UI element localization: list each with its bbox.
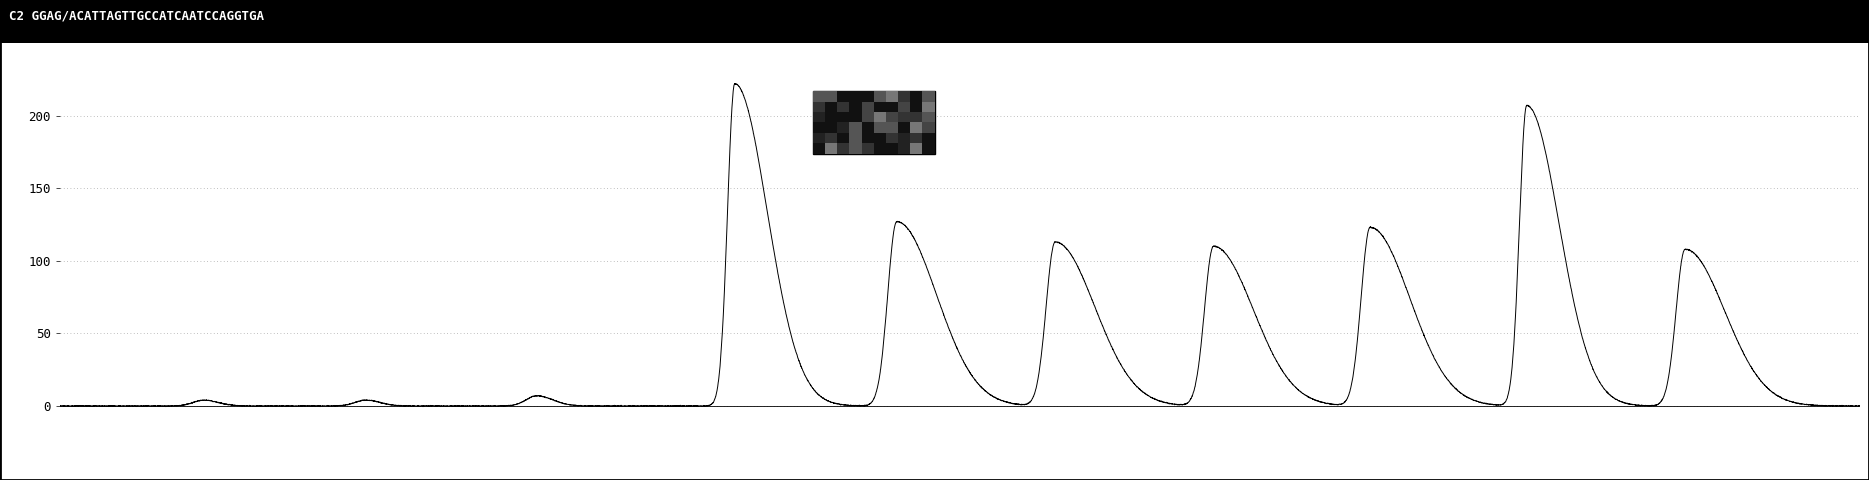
- Text: C2 GGAG/ACATTAGTTGCCATCAATCCAGGTGA: C2 GGAG/ACATTAGTTGCCATCAATCCAGGTGA: [9, 10, 264, 23]
